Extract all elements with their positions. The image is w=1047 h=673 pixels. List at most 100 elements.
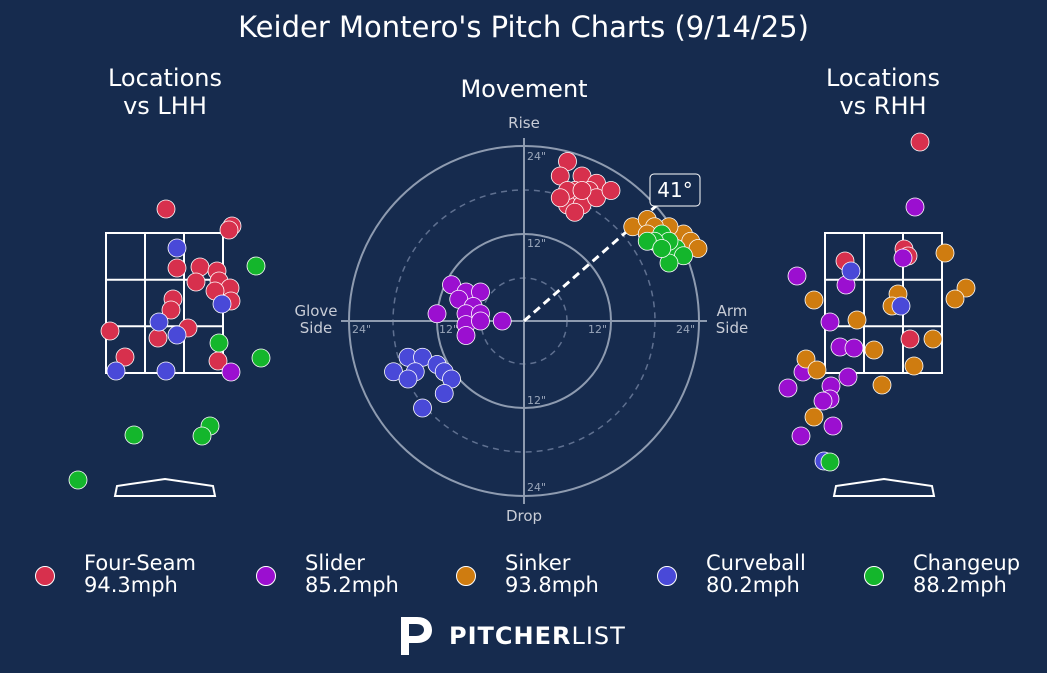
- legend-speed: 85.2mph: [305, 573, 399, 597]
- chart-title: Keider Montero's Pitch Charts (9/14/25): [238, 10, 809, 44]
- movement-ring-labels: 24" 12" 12" 24" 24" 12" 12" 24": [352, 150, 695, 494]
- rhh-panel-title: Locations vs RHH: [825, 64, 940, 120]
- lhh-location-points: [68, 199, 271, 490]
- lhh-location-point-four-seam: [115, 347, 135, 367]
- legend-name: Four-Seam: [84, 551, 196, 575]
- rhh-location-point-curveball: [891, 296, 911, 316]
- lhh-location-point-four-seam: [148, 328, 168, 348]
- logo-text-light: LIST: [571, 622, 626, 650]
- lhh-location-point-changeup: [124, 425, 144, 445]
- rhh-location-point-slider: [838, 367, 858, 387]
- rhh-location-point-sinker: [935, 243, 955, 263]
- rhh-location-point-four-seam: [900, 329, 920, 349]
- lhh-location-point-changeup: [246, 256, 266, 276]
- pitcherlist-logo: PITCHERLIST: [397, 613, 637, 657]
- arm-angle-badge: 41°: [649, 173, 701, 207]
- axis-label-drop: Drop: [505, 507, 543, 525]
- arm-angle-label: 41°: [657, 178, 692, 202]
- lhh-location-point-slider: [221, 362, 241, 382]
- rhh-location-point-four-seam: [910, 132, 930, 152]
- rhh-location-point-slider: [820, 312, 840, 332]
- axis-label-arm-side: Arm Side: [715, 302, 749, 337]
- lhh-location-point-four-seam: [100, 321, 120, 341]
- rhh-location-point-slider: [813, 391, 833, 411]
- rhh-location-point-slider: [893, 248, 913, 268]
- lhh-location-point-changeup: [251, 348, 271, 368]
- legend-marker-slider: [256, 566, 276, 586]
- movement-panel-title: Movement: [460, 75, 588, 103]
- lhh-location-point-four-seam: [156, 199, 176, 219]
- lhh-location-point-changeup: [68, 470, 88, 490]
- rhh-location-point-slider: [823, 416, 843, 436]
- lhh-location-point-four-seam: [219, 220, 239, 240]
- legend-name: Curveball: [706, 551, 806, 575]
- lhh-home-plate: [113, 477, 217, 497]
- rhh-location-point-sinker: [872, 375, 892, 395]
- rhh-location-point-sinker: [945, 289, 965, 309]
- legend-speed: 93.8mph: [505, 573, 599, 597]
- ring-label-24-top: 24": [527, 150, 546, 163]
- ring-label-12-right: 12": [588, 323, 607, 336]
- movement-point-four-seam: [601, 181, 621, 200]
- movement-point-curveball: [413, 398, 432, 418]
- rhh-location-point-slider: [778, 378, 798, 398]
- lhh-location-point-changeup: [192, 426, 212, 446]
- rhh-location-point-slider: [905, 197, 925, 217]
- ring-label-12-top: 12": [527, 237, 546, 250]
- legend-marker-four-seam: [35, 566, 55, 586]
- rhh-location-point-slider: [787, 266, 807, 286]
- pitcherlist-p-icon: [401, 617, 432, 655]
- legend-speed: 80.2mph: [706, 573, 800, 597]
- movement-point-slider: [427, 304, 447, 324]
- lhh-panel-title: Locations vs LHH: [107, 64, 222, 120]
- legend-marker-changeup: [864, 566, 884, 586]
- legend-name: Slider: [305, 551, 365, 575]
- movement-point-slider: [456, 326, 476, 345]
- axis-label-rise: Rise: [508, 114, 540, 132]
- rhh-location-point-curveball: [841, 261, 861, 281]
- ring-label-12-bottom: 12": [527, 394, 546, 407]
- rhh-home-plate: [832, 477, 936, 497]
- movement-point-slider: [471, 311, 490, 331]
- rhh-location-points: [778, 132, 976, 472]
- axis-label-glove-side: Glove Side: [294, 302, 338, 337]
- lhh-location-point-curveball: [106, 361, 126, 381]
- legend-name: Changeup: [913, 551, 1021, 575]
- movement-point-changeup: [652, 239, 672, 258]
- rhh-location-point-sinker: [807, 360, 827, 380]
- legend-name: Sinker: [505, 551, 571, 575]
- rhh-location-point-sinker: [923, 329, 943, 349]
- lhh-location-point-four-seam: [167, 258, 187, 278]
- movement-point-four-seam: [565, 202, 585, 222]
- legend-marker-curveball: [657, 566, 677, 586]
- rhh-location-point-sinker: [804, 407, 824, 427]
- ring-label-24-right: 24": [676, 323, 695, 336]
- movement-point-four-seam: [572, 181, 592, 200]
- legend-marker-sinker: [456, 566, 476, 586]
- rhh-location-point-sinker: [804, 290, 824, 310]
- lhh-location-point-four-seam: [186, 272, 206, 292]
- rhh-location-point-sinker: [904, 356, 924, 376]
- movement-points: [384, 152, 708, 418]
- lhh-location-point-curveball: [212, 294, 232, 314]
- lhh-location-point-curveball: [167, 238, 187, 258]
- ring-label-24-bottom: 24": [527, 481, 546, 494]
- movement-point-curveball: [434, 384, 454, 403]
- rhh-location-point-sinker: [864, 340, 884, 360]
- lhh-location-point-curveball: [167, 325, 187, 345]
- movement-point-four-seam: [550, 188, 570, 208]
- lhh-location-point-curveball: [156, 361, 176, 381]
- ring-label-24-left: 24": [352, 323, 371, 336]
- movement-point-slider: [492, 311, 512, 331]
- movement-point-curveball: [398, 369, 418, 389]
- legend-speed: 94.3mph: [84, 573, 178, 597]
- rhh-location-point-changeup: [820, 452, 840, 472]
- logo-text-bold: PITCHER: [449, 622, 572, 650]
- lhh-location-point-curveball: [149, 312, 169, 332]
- rhh-location-point-sinker: [847, 310, 867, 330]
- rhh-location-point-slider: [844, 338, 864, 358]
- rhh-location-point-slider: [791, 426, 811, 446]
- legend-speed: 88.2mph: [913, 573, 1007, 597]
- ring-label-12-left: 12": [439, 323, 458, 336]
